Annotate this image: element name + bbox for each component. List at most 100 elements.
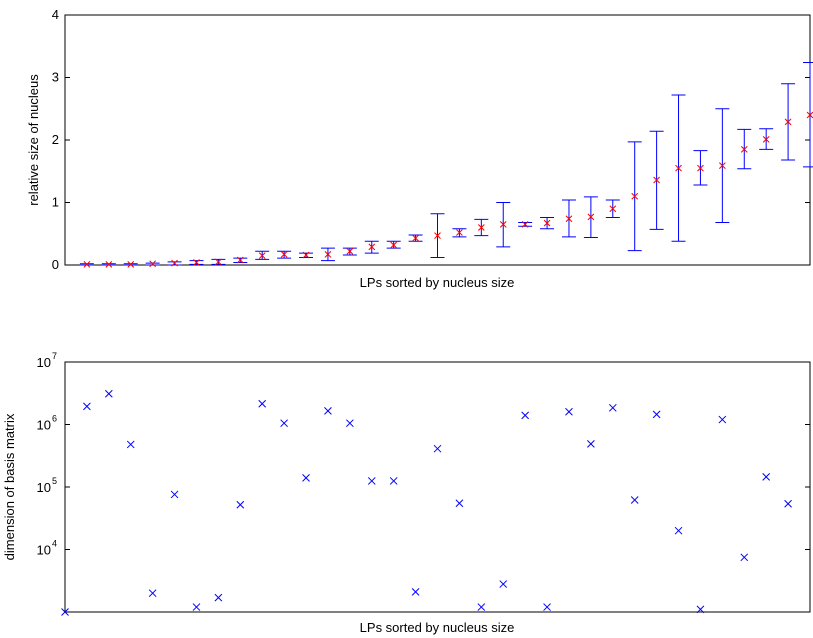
data-marker-x <box>236 500 245 509</box>
data-marker-x <box>214 593 223 602</box>
data-marker-x <box>126 440 135 449</box>
marker-stroke <box>280 251 288 258</box>
data-marker-x <box>148 589 157 598</box>
data-marker-x <box>104 389 113 398</box>
marker-stroke <box>236 500 245 509</box>
bottom-markers <box>61 389 792 616</box>
marker-stroke <box>148 589 157 598</box>
bottom-y-axis-label: dimension of basis matrix <box>2 413 17 560</box>
marker-stroke <box>192 603 201 611</box>
data-marker-x <box>105 261 113 268</box>
marker-stroke <box>740 553 749 562</box>
data-marker-x <box>455 499 464 508</box>
marker-stroke <box>587 213 595 221</box>
marker-stroke <box>762 473 771 481</box>
data-marker-x <box>368 243 376 251</box>
data-marker-x <box>762 473 771 481</box>
data-marker-x <box>499 221 507 228</box>
bottom-y-tick-label: 10 <box>37 418 51 433</box>
data-marker-x <box>543 603 551 611</box>
data-marker-x <box>740 146 748 153</box>
data-marker-x <box>631 192 639 200</box>
bottom-y-tick-label: 10 <box>37 480 51 495</box>
bottom-y-tick-exponent: 4 <box>52 539 57 549</box>
data-marker-x <box>521 411 530 420</box>
data-marker-x <box>652 410 661 419</box>
marker-stroke <box>784 499 792 508</box>
data-marker-x <box>784 499 792 508</box>
data-marker-x <box>697 164 704 172</box>
bottom-y-tick-exponent: 6 <box>52 414 57 424</box>
marker-stroke <box>280 419 288 428</box>
marker-stroke <box>521 411 530 420</box>
marker-stroke <box>368 243 376 251</box>
marker-stroke <box>653 176 660 184</box>
data-marker-x <box>762 136 770 143</box>
top-y-tick-label: 0 <box>52 257 59 272</box>
marker-stroke <box>718 162 726 169</box>
data-marker-x <box>565 215 573 223</box>
top-y-tick-label: 4 <box>52 7 59 22</box>
marker-stroke <box>609 205 617 213</box>
bottom-x-axis-label: LPs sorted by nucleus size <box>360 620 515 635</box>
data-marker-x <box>565 407 573 416</box>
data-marker-x <box>674 526 683 535</box>
top-panel: 0 1 2 3 4 LPs sorted by nucleus size relativ… <box>26 7 813 290</box>
marker-stroke <box>455 499 464 508</box>
marker-stroke <box>193 259 200 266</box>
marker-stroke <box>543 219 551 227</box>
marker-stroke <box>740 146 748 153</box>
marker-stroke <box>674 526 683 535</box>
data-marker-x <box>718 162 726 169</box>
marker-stroke <box>411 588 420 596</box>
marker-stroke <box>83 402 91 411</box>
data-marker-x <box>170 490 179 499</box>
bottom-y-tick-label: 10 <box>37 543 51 558</box>
data-marker-x <box>258 399 267 408</box>
marker-stroke <box>499 221 507 228</box>
data-marker-x <box>215 258 222 266</box>
marker-stroke <box>565 215 573 223</box>
data-marker-x <box>433 444 442 453</box>
marker-stroke <box>762 136 770 143</box>
marker-stroke <box>477 603 486 611</box>
data-marker-x <box>412 234 419 242</box>
marker-stroke <box>105 261 113 268</box>
marker-stroke <box>302 474 310 482</box>
data-marker-x <box>740 553 749 562</box>
marker-stroke <box>104 389 113 398</box>
data-marker-x <box>653 176 660 184</box>
marker-stroke <box>631 192 639 200</box>
data-marker-x <box>83 261 91 268</box>
data-marker-x <box>236 256 244 264</box>
data-marker-x <box>477 603 486 611</box>
marker-stroke <box>215 258 222 266</box>
marker-stroke <box>83 261 91 268</box>
marker-stroke <box>697 164 704 172</box>
marker-stroke <box>565 407 573 416</box>
marker-stroke <box>126 440 135 449</box>
top-y-ticks: 0 1 2 3 4 <box>52 7 810 272</box>
marker-stroke <box>149 260 157 268</box>
marker-stroke <box>521 221 529 228</box>
bottom-axes-frame <box>64 361 811 613</box>
data-marker-x <box>346 247 354 255</box>
marker-stroke <box>456 229 463 236</box>
top-y-tick-label: 3 <box>52 70 59 85</box>
data-marker-x <box>696 605 705 614</box>
data-marker-x <box>324 407 332 415</box>
data-marker-x <box>477 224 485 231</box>
data-marker-x <box>411 588 420 596</box>
data-marker-x <box>608 403 617 412</box>
marker-stroke <box>324 251 332 258</box>
data-marker-x <box>389 477 398 485</box>
data-marker-x <box>302 474 310 482</box>
marker-stroke <box>345 419 354 428</box>
marker-stroke <box>477 224 485 231</box>
data-marker-x <box>675 164 682 172</box>
data-marker-x <box>302 251 310 259</box>
marker-stroke <box>675 164 682 172</box>
